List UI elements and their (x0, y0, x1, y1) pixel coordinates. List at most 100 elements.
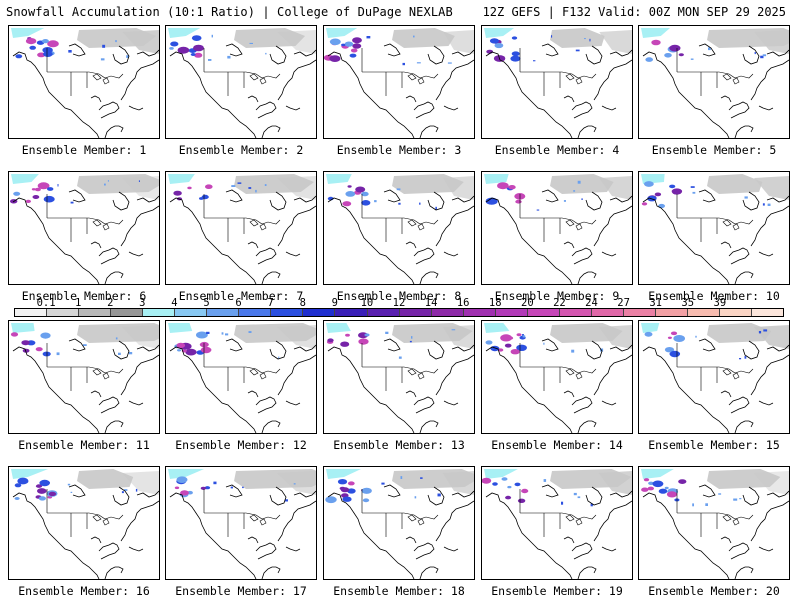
ensemble-map-panel (323, 320, 475, 434)
ensemble-map-panel (323, 25, 475, 139)
colorbar-tick-label: 6 (235, 297, 242, 309)
ensemble-member-label: Ensemble Member: 12 (175, 438, 307, 452)
snowfall-map (166, 26, 316, 138)
ensemble-map-panel (638, 320, 790, 434)
colorbar-tick-label: 18 (488, 297, 502, 309)
colorbar-tick-label: 22 (553, 297, 566, 309)
ensemble-member-label: Ensemble Member: 14 (491, 438, 623, 452)
snowfall-map (9, 321, 159, 433)
ensemble-member-label: Ensemble Member: 15 (648, 438, 780, 452)
colorbar-swatch (111, 309, 144, 316)
colorbar-tick-label: 4 (171, 297, 178, 309)
ensemble-member-label: Ensemble Member: 17 (175, 584, 307, 598)
colorbar-swatch (399, 309, 432, 316)
snowfall-map (166, 172, 316, 284)
ensemble-map-panel (8, 466, 160, 580)
colorbar-swatch (15, 309, 48, 316)
ensemble-map-panel (165, 320, 317, 434)
colorbar-swatch (335, 309, 368, 316)
snowfall-map (166, 321, 316, 433)
colorbar-swatch (431, 309, 464, 316)
ensemble-member-label: Ensemble Member: 16 (18, 584, 150, 598)
snowfall-map (166, 467, 316, 579)
ensemble-map-panel (638, 466, 790, 580)
colorbar-swatch (655, 309, 688, 316)
ensemble-member-label: Ensemble Member: 2 (178, 143, 304, 157)
ensemble-map-panel (8, 25, 160, 139)
chart-title: Snowfall Accumulation (10:1 Ratio) | Col… (6, 5, 453, 19)
ensemble-map-panel (165, 25, 317, 139)
colorbar-tick-label: 39 (713, 297, 727, 309)
colorbar-tick-label: 8 (299, 297, 306, 309)
colorbar-tick-label: 14 (424, 297, 438, 309)
colorbar-tick-label: 27 (617, 297, 630, 309)
ensemble-map-panel (481, 171, 633, 285)
ensemble-member-label: Ensemble Member: 20 (648, 584, 780, 598)
colorbar-tick-label: 10 (360, 297, 374, 309)
colorbar-swatch (559, 309, 592, 316)
ensemble-map-panel (638, 25, 790, 139)
snowfall-map (9, 467, 159, 579)
colorbar-swatch (527, 309, 560, 316)
snowfall-map (9, 172, 159, 284)
ensemble-map-panel (481, 25, 633, 139)
colorbar-swatch (752, 309, 784, 316)
colorbar-swatch (720, 309, 753, 316)
snowfall-map (482, 172, 632, 284)
colorbar-swatch (463, 309, 496, 316)
ensemble-member-label: Ensemble Member: 10 (648, 289, 780, 303)
colorbar-swatch (79, 309, 112, 316)
colorbar-swatch (143, 309, 176, 316)
ensemble-map-panel (8, 171, 160, 285)
snowfall-map (324, 321, 474, 433)
colorbar-tick-label: 1 (74, 297, 82, 309)
ensemble-map-panel (323, 171, 475, 285)
ensemble-member-label: Ensemble Member: 4 (494, 143, 620, 157)
ensemble-member-label: Ensemble Member: 1 (21, 143, 147, 157)
colorbar-tick-label: 3 (139, 297, 146, 309)
snowfall-map (324, 467, 474, 579)
colorbar-swatch (47, 309, 80, 316)
colorbar-tick-label: 5 (203, 297, 210, 309)
snowfall-map (639, 321, 789, 433)
ensemble-map-panel (323, 466, 475, 580)
ensemble-map-panel (481, 320, 633, 434)
snowfall-map (639, 172, 789, 284)
colorbar-tick-label: 16 (456, 297, 470, 309)
snowfall-map (482, 321, 632, 433)
colorbar-tick-label: 9 (331, 297, 338, 309)
colorbar-swatch (303, 309, 336, 316)
colorbar-swatch (271, 309, 304, 316)
colorbar-swatch (239, 309, 272, 316)
colorbar-tick-label: 0.1 (36, 297, 56, 309)
colorbar-tick-label: 35 (681, 297, 695, 309)
colorbar-swatch (175, 309, 208, 316)
ensemble-map-panel (165, 171, 317, 285)
ensemble-map-panel (638, 171, 790, 285)
colorbar-swatch (207, 309, 240, 316)
ensemble-member-label: Ensemble Member: 5 (651, 143, 777, 157)
colorbar-swatch (495, 309, 528, 316)
colorbar-tick-label: 24 (585, 297, 598, 309)
snowfall-map (639, 26, 789, 138)
ensemble-member-label: Ensemble Member: 13 (333, 438, 465, 452)
ensemble-map-panel (481, 466, 633, 580)
ensemble-member-label: Ensemble Member: 7 (178, 289, 304, 303)
colorbar-swatch (367, 309, 400, 316)
colorbar-swatch (687, 309, 721, 316)
snowfall-map (324, 26, 474, 138)
ensemble-map-panel (8, 320, 160, 434)
snowfall-map (482, 467, 632, 579)
colorbar-tick-label: 2 (107, 297, 114, 309)
colorbar (14, 308, 784, 317)
snowfall-map (324, 172, 474, 284)
colorbar-swatch (623, 309, 656, 316)
ensemble-member-label: Ensemble Member: 19 (491, 584, 623, 598)
ensemble-member-label: Ensemble Member: 6 (21, 289, 147, 303)
snowfall-map (482, 26, 632, 138)
colorbar-tick-label: 12 (392, 297, 406, 309)
ensemble-member-label: Ensemble Member: 9 (494, 289, 620, 303)
snowfall-map (9, 26, 159, 138)
ensemble-member-label: Ensemble Member: 8 (336, 289, 462, 303)
ensemble-member-label: Ensemble Member: 18 (333, 584, 465, 598)
